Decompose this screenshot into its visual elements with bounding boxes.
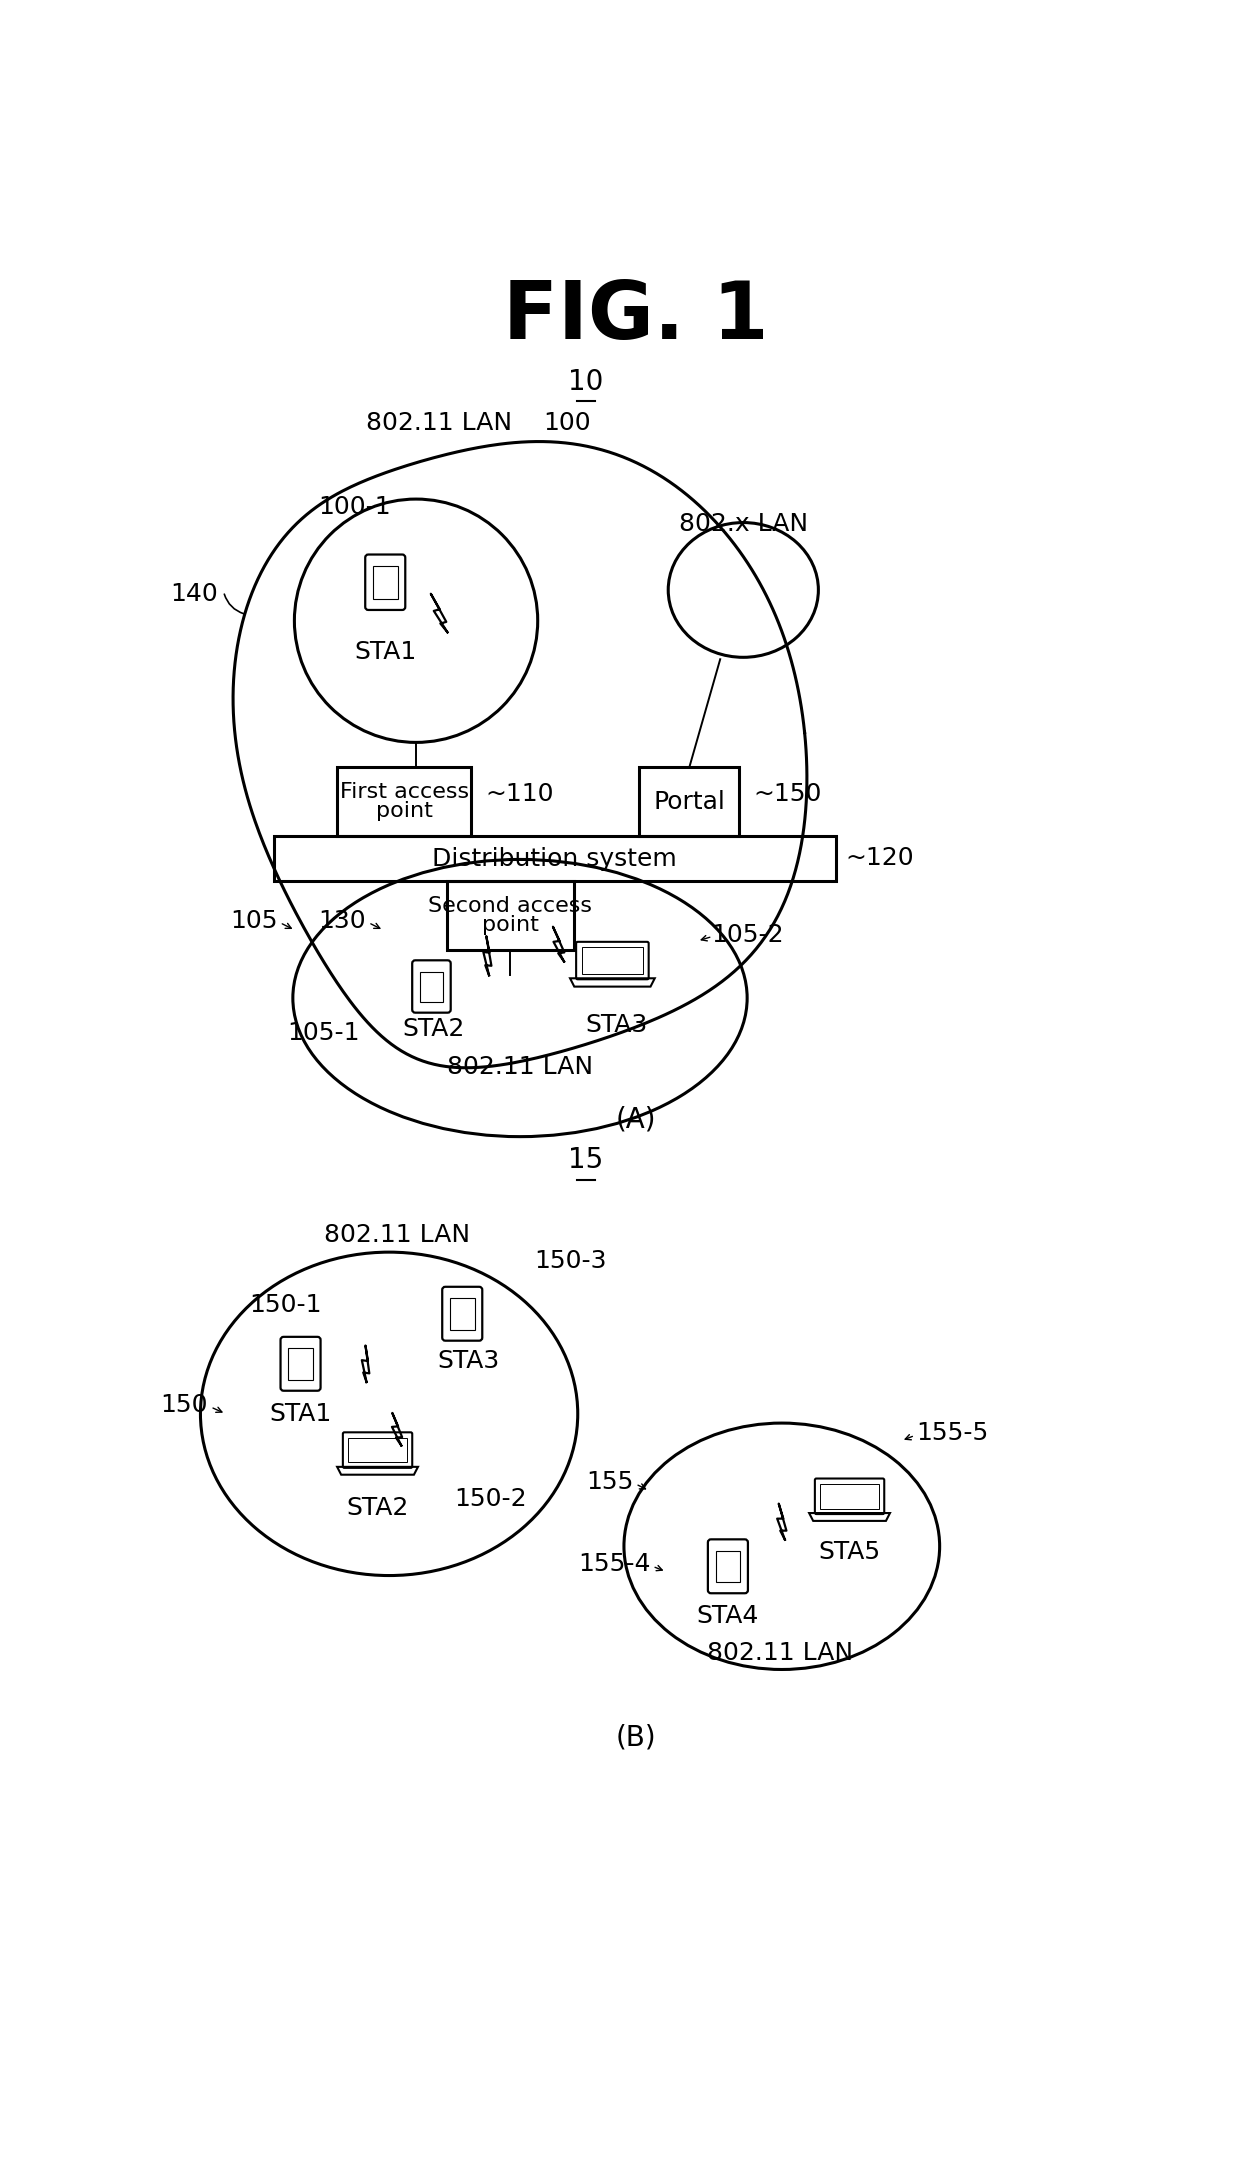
Bar: [715, 1551, 740, 1583]
Text: STA1: STA1: [355, 638, 417, 664]
Text: FIG. 1: FIG. 1: [502, 278, 769, 356]
Bar: [337, 768, 471, 837]
Text: 802.x LAN: 802.x LAN: [678, 513, 808, 537]
Text: STA2: STA2: [346, 1495, 409, 1521]
Bar: [821, 1484, 879, 1508]
Text: 105-2: 105-2: [711, 923, 784, 947]
Text: 150: 150: [161, 1393, 208, 1417]
Text: (B): (B): [615, 1723, 656, 1751]
Text: 802.11 LAN: 802.11 LAN: [446, 1055, 593, 1078]
Text: STA4: STA4: [697, 1603, 759, 1629]
Text: 100: 100: [543, 410, 590, 436]
Text: 155: 155: [587, 1469, 634, 1493]
Text: ~120: ~120: [846, 846, 914, 869]
Text: 150-1: 150-1: [249, 1292, 321, 1316]
Text: 100-1: 100-1: [319, 494, 391, 520]
Text: 802.11 LAN: 802.11 LAN: [324, 1223, 470, 1247]
Bar: [274, 837, 836, 880]
Text: 105-1: 105-1: [288, 1020, 360, 1044]
Text: Portal: Portal: [653, 789, 725, 813]
Text: First access: First access: [340, 783, 469, 802]
Text: STA3: STA3: [585, 1014, 647, 1038]
Text: 150-3: 150-3: [534, 1249, 606, 1273]
Bar: [348, 1439, 407, 1462]
Text: 150-2: 150-2: [455, 1486, 527, 1510]
Bar: [373, 565, 398, 600]
Text: 130: 130: [319, 908, 366, 934]
Bar: [420, 971, 443, 1001]
Bar: [640, 768, 739, 837]
Text: Second access: Second access: [428, 897, 593, 917]
Text: Distribution system: Distribution system: [433, 848, 677, 871]
Bar: [450, 1299, 475, 1329]
Text: point: point: [482, 915, 539, 934]
Bar: [288, 1348, 312, 1380]
Text: 155-5: 155-5: [916, 1421, 988, 1445]
Bar: [582, 947, 644, 975]
Text: (A): (A): [615, 1107, 656, 1135]
Text: STA2: STA2: [403, 1016, 465, 1042]
Text: ~110: ~110: [485, 783, 554, 807]
Text: STA1: STA1: [269, 1402, 331, 1426]
Text: 155-4: 155-4: [578, 1553, 651, 1577]
Bar: [446, 880, 574, 951]
Text: 802.11 LAN: 802.11 LAN: [707, 1641, 853, 1665]
Text: 15: 15: [568, 1145, 603, 1173]
Text: ~150: ~150: [754, 783, 822, 807]
Text: 140: 140: [170, 582, 218, 606]
Text: STA5: STA5: [818, 1540, 880, 1564]
Text: 10: 10: [568, 369, 603, 397]
Text: 802.11 LAN: 802.11 LAN: [366, 410, 512, 436]
Text: STA3: STA3: [438, 1350, 500, 1374]
Text: 105: 105: [229, 908, 278, 934]
Text: point: point: [376, 800, 433, 822]
